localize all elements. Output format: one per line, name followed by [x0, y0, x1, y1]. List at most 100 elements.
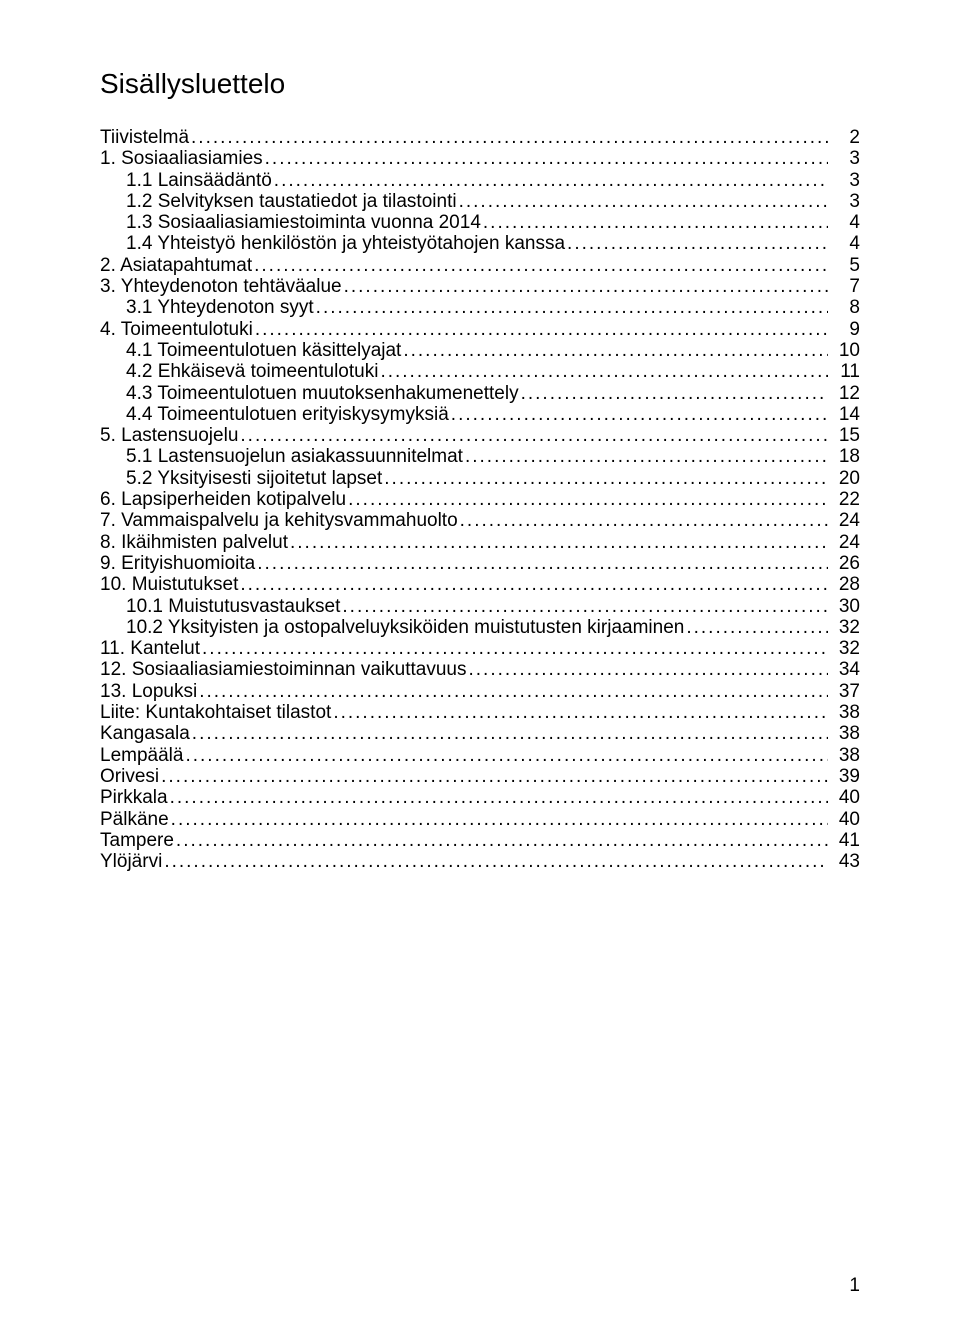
toc-page: 34: [828, 660, 860, 679]
toc-page: 32: [828, 639, 860, 658]
toc-row: 4. Toimeentulotuki9: [100, 320, 860, 339]
toc-row: 4.2 Ehkäisevä toimeentulotuki11: [100, 362, 860, 381]
toc-label: 1. Sosiaaliasiamies: [100, 149, 265, 168]
toc-dots: [176, 831, 828, 850]
toc-row: 5.2 Yksityisesti sijoitetut lapset 20: [100, 469, 860, 488]
toc-page: 3: [828, 171, 860, 190]
toc-row: 7. Vammaispalvelu ja kehitysvammahuolto2…: [100, 511, 860, 530]
toc-page: 3: [828, 149, 860, 168]
toc-dots: [483, 213, 828, 232]
toc-label: 3. Yhteydenoton tehtäväalue: [100, 277, 344, 296]
toc-label: 9. Erityishuomioita: [100, 554, 257, 573]
toc-row: 1.1 Lainsäädäntö 3: [100, 171, 860, 190]
toc-row: Tiivistelmä 2: [100, 128, 860, 147]
toc-label: 4.2 Ehkäisevä toimeentulotuki: [100, 362, 380, 381]
toc-label: 12. Sosiaaliasiamiestoiminnan vaikuttavu…: [100, 660, 468, 679]
toc-page: 38: [828, 746, 860, 765]
toc-row: Tampere 41: [100, 831, 860, 850]
toc-page: 41: [828, 831, 860, 850]
toc-row: 12. Sosiaaliasiamiestoiminnan vaikuttavu…: [100, 660, 860, 679]
toc-label: 4.4 Toimeentulotuen erityiskysymyksiä: [100, 405, 451, 424]
toc-page: 40: [828, 788, 860, 807]
toc-page: 38: [828, 703, 860, 722]
toc-row: 13. Lopuksi 37: [100, 682, 860, 701]
toc-label: 5. Lastensuojelu: [100, 426, 240, 445]
toc-row: 9. Erityishuomioita 26: [100, 554, 860, 573]
toc-label: 3.1 Yhteydenoton syyt: [100, 298, 316, 317]
toc-page: 7: [828, 277, 860, 296]
toc-page: 39: [828, 767, 860, 786]
toc-row: 4.3 Toimeentulotuen muutoksenhakumenette…: [100, 384, 860, 403]
toc-page: 20: [828, 469, 860, 488]
toc-label: Pirkkala: [100, 788, 170, 807]
toc-label: Lempäälä: [100, 746, 185, 765]
toc-row: 1.4 Yhteistyö henkilöstön ja yhteistyöta…: [100, 234, 860, 253]
toc-label: 10. Muistutukset: [100, 575, 240, 594]
toc-label: Tiivistelmä: [100, 128, 191, 147]
toc-row: 5.1 Lastensuojelun asiakassuunnitelmat18: [100, 447, 860, 466]
toc-row: 3. Yhteydenoton tehtäväalue 7: [100, 277, 860, 296]
toc-page: 8: [828, 298, 860, 317]
toc-row: Kangasala 38: [100, 724, 860, 743]
toc-dots: [468, 660, 828, 679]
page-title: Sisällysluettelo: [100, 68, 860, 100]
toc-page: 24: [828, 533, 860, 552]
toc-page: 38: [828, 724, 860, 743]
toc-label: 6. Lapsiperheiden kotipalvelu: [100, 490, 348, 509]
toc-page: 24: [828, 511, 860, 530]
toc-dots: [240, 426, 828, 445]
document-page: Sisällysluettelo Tiivistelmä 2 1. Sosiaali…: [0, 0, 960, 1323]
toc-page: 30: [828, 597, 860, 616]
toc-label: 8. Ikäihmisten palvelut: [100, 533, 290, 552]
toc-page: 4: [828, 234, 860, 253]
toc-row: Orivesi39: [100, 767, 860, 786]
toc-dots: [465, 447, 828, 466]
toc-dots: [460, 511, 828, 530]
toc-page: 10: [828, 341, 860, 360]
toc-dots: [274, 171, 828, 190]
toc-row: 5. Lastensuojelu 15: [100, 426, 860, 445]
toc-page: 26: [828, 554, 860, 573]
toc-dots: [451, 405, 828, 424]
toc-dots: [199, 682, 828, 701]
toc-row: 6. Lapsiperheiden kotipalvelu22: [100, 490, 860, 509]
toc-label: 13. Lopuksi: [100, 682, 199, 701]
toc-row: Liite: Kuntakohtaiset tilastot38: [100, 703, 860, 722]
toc-page: 3: [828, 192, 860, 211]
toc-dots: [403, 341, 828, 360]
toc-dots: [521, 384, 828, 403]
toc-dots: [164, 852, 828, 871]
toc-label: 1.4 Yhteistyö henkilöstön ja yhteistyöta…: [100, 234, 567, 253]
toc-label: 1.1 Lainsäädäntö: [100, 171, 274, 190]
toc-label: 10.1 Muistutusvastaukset: [100, 597, 342, 616]
toc-label: Ylöjärvi: [100, 852, 164, 871]
toc-page: 43: [828, 852, 860, 871]
toc-dots: [170, 788, 828, 807]
toc-row: Ylöjärvi 43: [100, 852, 860, 871]
toc-row: Pirkkala 40: [100, 788, 860, 807]
toc-label: 5.2 Yksityisesti sijoitetut lapset: [100, 469, 384, 488]
toc-dots: [255, 320, 828, 339]
toc-dots: [185, 746, 828, 765]
toc-dots: [191, 128, 828, 147]
toc-label: 1.3 Sosiaaliasiamiestoiminta vuonna 2014: [100, 213, 483, 232]
toc-dots: [192, 724, 828, 743]
toc-dots: [686, 618, 828, 637]
toc-row: 1.2 Selvityksen taustatiedot ja tilastoi…: [100, 192, 860, 211]
toc-dots: [459, 192, 828, 211]
toc-page: 2: [828, 128, 860, 147]
toc-row: 1.3 Sosiaaliasiamiestoiminta vuonna 2014…: [100, 213, 860, 232]
toc-page: 37: [828, 682, 860, 701]
toc-dots: [342, 597, 828, 616]
toc-dots: [202, 639, 828, 658]
toc-row: 8. Ikäihmisten palvelut 24: [100, 533, 860, 552]
toc-dots: [290, 533, 828, 552]
toc-dots: [265, 149, 828, 168]
toc-page: 15: [828, 426, 860, 445]
toc-page: 4: [828, 213, 860, 232]
toc-label: Tampere: [100, 831, 176, 850]
toc-label: Kangasala: [100, 724, 192, 743]
toc-row: Pälkäne40: [100, 810, 860, 829]
toc-page: 28: [828, 575, 860, 594]
toc-dots: [348, 490, 828, 509]
